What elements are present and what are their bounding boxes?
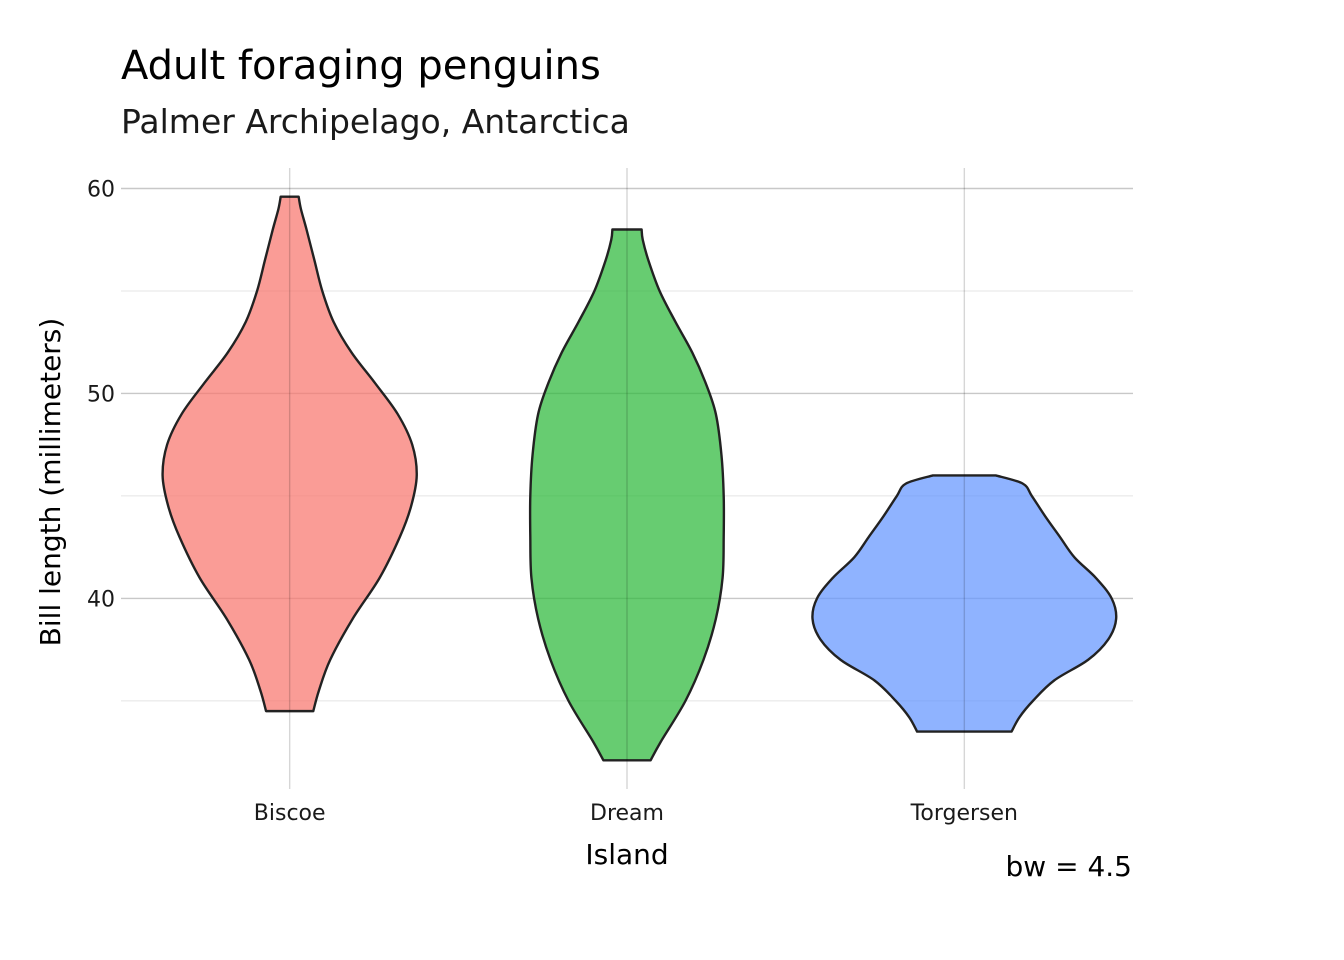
plot-panel: Biscoe Dream Torgersen 40 50 60 (87, 168, 1133, 826)
x-tick-label-torgersen: Torgersen (910, 801, 1018, 826)
y-axis-title: Bill length (millimeters) (34, 318, 67, 647)
x-axis-title: Island (585, 838, 668, 871)
y-tick-label: 60 (87, 177, 115, 202)
violins (161, 168, 1118, 789)
chart-title: Adult foraging penguins (121, 43, 601, 89)
violin-torgersen (811, 474, 1118, 733)
chart-subtitle: Palmer Archipelago, Antarctica (121, 102, 630, 141)
y-tick-labels: 40 50 60 (87, 177, 115, 612)
x-tick-labels: Biscoe Dream Torgersen (254, 801, 1018, 826)
violin-biscoe (161, 195, 418, 713)
x-tick-label-biscoe: Biscoe (254, 801, 326, 826)
y-tick-label: 40 (87, 587, 115, 612)
x-tick-label-dream: Dream (590, 801, 664, 826)
caption: bw = 4.5 (1006, 850, 1132, 883)
y-tick-label: 50 (87, 382, 115, 407)
violin-dream (528, 228, 726, 762)
